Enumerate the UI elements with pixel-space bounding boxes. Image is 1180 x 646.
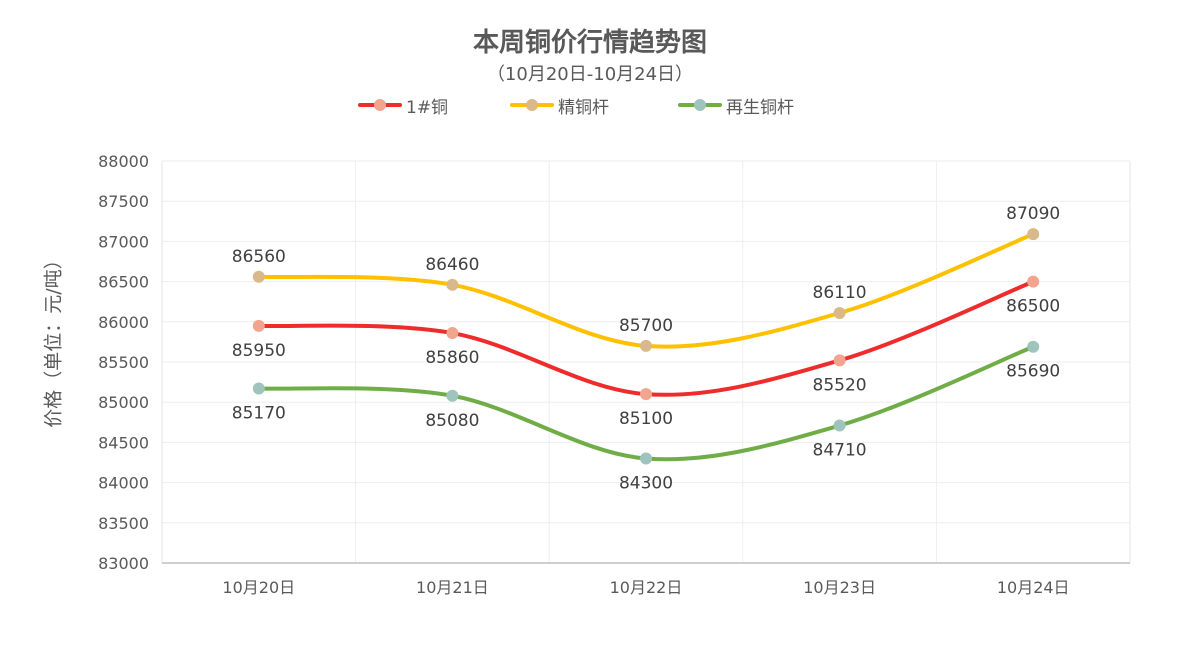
x-tick-label: 10月21日 (416, 578, 489, 597)
data-point (446, 389, 459, 402)
legend-label-recycled-rod: 再生铜杆 (726, 97, 794, 118)
chart-title: 本周铜价行情趋势图 (472, 28, 707, 58)
data-point (1027, 340, 1040, 353)
data-label: 86560 (232, 247, 286, 267)
data-point (252, 382, 265, 395)
series-line-0 (256, 279, 1036, 397)
y-tick-label: 84500 (98, 433, 149, 452)
y-tick-label: 86000 (98, 313, 149, 332)
data-label: 85100 (619, 409, 673, 429)
data-point (1027, 275, 1040, 288)
data-point (640, 339, 652, 352)
data-label: 84710 (813, 441, 867, 461)
grid-lines (161, 160, 1131, 563)
legend-swatch-1-copper (358, 92, 402, 118)
y-tick-label: 86500 (98, 273, 149, 292)
data-point (1027, 228, 1040, 241)
y-tick-label: 87500 (98, 192, 149, 211)
chart-subtitle: （10月20日-10月24日） (486, 64, 694, 85)
data-label: 85860 (425, 348, 479, 368)
data-label: 85700 (619, 316, 673, 336)
legend: 1#铜 精铜杆 再生铜杆 (0, 92, 1180, 118)
legend-item-refined-rod[interactable]: 精铜杆 (510, 92, 609, 118)
data-point (640, 452, 652, 465)
data-label: 85170 (232, 404, 286, 424)
legend-label-refined-rod: 精铜杆 (558, 97, 609, 118)
x-tick-label: 10月22日 (610, 578, 683, 597)
x-tick-label: 10月23日 (803, 578, 876, 597)
y-tick-label: 83500 (98, 514, 149, 533)
data-point (252, 319, 265, 332)
data-label: 85690 (1006, 362, 1060, 382)
legend-item-1-copper[interactable]: 1#铜 (358, 92, 448, 118)
y-tick-label: 85500 (98, 353, 149, 372)
data-label: 86460 (425, 255, 479, 275)
legend-marker-recycled-rod (694, 99, 706, 111)
data-label: 85080 (425, 411, 479, 431)
data-label: 86500 (1006, 297, 1060, 317)
data-point (833, 306, 846, 319)
data-label: 85520 (813, 375, 867, 395)
data-point (446, 327, 459, 340)
legend-label-1-copper: 1#铜 (406, 97, 449, 118)
y-tick-label: 85000 (98, 393, 149, 412)
data-label: 87090 (1006, 204, 1060, 224)
legend-swatch-refined-rod (510, 92, 554, 118)
y-tick-label: 83000 (98, 554, 149, 573)
data-point (833, 354, 846, 367)
legend-marker-1-copper (374, 99, 386, 111)
legend-marker-refined-rod (526, 99, 538, 111)
legend-item-recycled-rod[interactable]: 再生铜杆 (678, 92, 794, 118)
y-tick-label: 87000 (98, 232, 149, 251)
legend-swatch-recycled-rod (678, 92, 722, 118)
data-label: 85950 (232, 341, 286, 361)
x-tick-label: 10月24日 (997, 578, 1070, 597)
data-point (252, 270, 265, 283)
data-point (833, 419, 846, 432)
y-tick-label: 84000 (98, 474, 149, 493)
data-point (446, 278, 459, 291)
data-label: 84300 (619, 473, 673, 493)
x-tick-label: 10月20日 (222, 578, 295, 597)
y-tick-label: 88000 (98, 152, 149, 171)
data-label: 86110 (813, 283, 867, 303)
data-point (640, 388, 652, 401)
